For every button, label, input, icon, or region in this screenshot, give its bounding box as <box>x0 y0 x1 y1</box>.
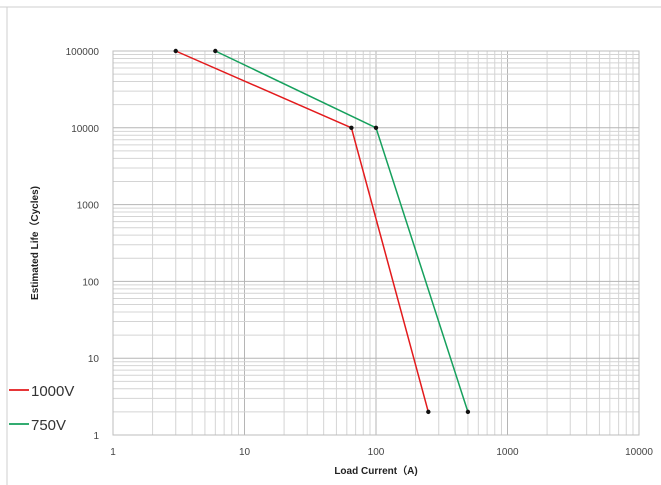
x-tick-label: 100 <box>368 447 385 458</box>
data-point <box>349 125 354 130</box>
gridlines <box>113 51 639 435</box>
data-point <box>173 48 178 54</box>
y-tick-labels: 1 10 100 1000 10000 100000 <box>66 47 100 442</box>
legend-label: 750V <box>31 417 66 434</box>
x-tick-label: 1 <box>110 447 116 458</box>
x-axis-title: Load Current（A) <box>334 464 417 477</box>
legend-label: 1000V <box>31 383 74 400</box>
x-tick-labels: 1 10 100 1000 10000 <box>110 447 653 458</box>
x-tick-label: 1000 <box>496 447 519 458</box>
data-point <box>465 409 471 415</box>
data-point <box>373 125 379 130</box>
y-tick-label: 100 <box>82 277 99 288</box>
x-tick-label: 10000 <box>625 447 653 458</box>
y-tick-label: 1000 <box>77 201 100 212</box>
y-tick-label: 100000 <box>66 47 100 58</box>
x-tick-label: 10 <box>239 447 251 458</box>
series-layer <box>173 48 471 415</box>
y-tick-label: 10 <box>88 354 100 365</box>
y-axis-title: Estimated Life（Cycles) <box>28 186 41 300</box>
plot-area-border <box>112 50 640 436</box>
y-tick-label: 10000 <box>71 124 99 135</box>
data-point <box>213 48 218 54</box>
y-tick-label: 1 <box>93 431 99 442</box>
legend: 1000V 750V <box>9 383 74 434</box>
data-point <box>426 409 431 415</box>
